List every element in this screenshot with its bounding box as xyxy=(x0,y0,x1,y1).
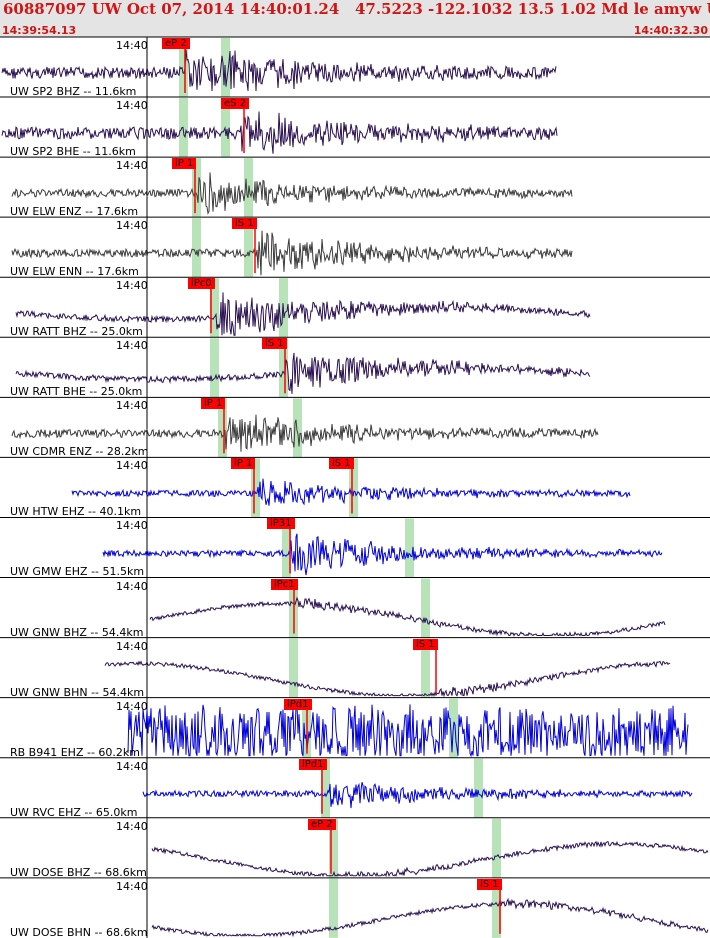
pick-window-band xyxy=(210,338,219,398)
waveform-trace xyxy=(151,897,709,938)
channel-label: UW DOSE BHZ -- 68.6km xyxy=(10,865,147,879)
channel-label: UW DOSE BHN -- 68.6km xyxy=(10,925,148,938)
pick-window-band xyxy=(192,158,201,218)
channel-label: RB B941 EHZ -- 60.2km xyxy=(10,745,140,759)
time-tick-label: 14:40 xyxy=(116,879,148,893)
waveform-trace xyxy=(142,782,693,809)
pick-flag[interactable]: iPd1 xyxy=(284,698,312,710)
time-tick-label: 14:40 xyxy=(116,579,148,593)
pick-window-band xyxy=(474,758,483,818)
pick-window-band xyxy=(349,458,358,518)
pick-flag[interactable]: iPc1 xyxy=(271,578,298,590)
pick-flag[interactable]: iS 1 xyxy=(477,878,502,890)
pick-flag[interactable]: eP 2 xyxy=(162,38,190,49)
time-tick-label: 14:40 xyxy=(116,819,148,833)
waveform-trace xyxy=(104,660,671,698)
pick-flag[interactable]: iP 1 xyxy=(231,458,256,470)
start-time: 14:39:54.13 xyxy=(2,24,77,37)
waveform-trace xyxy=(15,292,591,336)
pick-window-band xyxy=(293,398,302,458)
waveform-trace xyxy=(151,840,709,878)
waveform-trace xyxy=(1,111,558,154)
pick-window-band xyxy=(279,338,288,398)
waveform-trace xyxy=(11,230,573,276)
channel-label: UW RATT BHZ -- 25.0km xyxy=(10,325,143,339)
waveform-trace xyxy=(149,596,666,637)
pick-window-band xyxy=(329,818,338,878)
time-tick-label: 14:40 xyxy=(116,39,148,52)
channel-label: UW GNW BHZ -- 54.4km xyxy=(10,625,144,639)
pick-flag[interactable]: iS 1 xyxy=(262,338,287,350)
time-tick-label: 14:40 xyxy=(116,399,148,413)
pick-window-band xyxy=(289,638,298,698)
time-tick-label: 14:40 xyxy=(116,99,148,113)
pick-flag[interactable]: iS 1 xyxy=(329,458,354,470)
pick-window-band xyxy=(492,878,501,938)
waveform-trace xyxy=(1,49,557,92)
time-tick-label: 14:40 xyxy=(116,219,148,233)
time-tick-label: 14:40 xyxy=(116,519,148,533)
pick-window-band xyxy=(282,518,291,578)
channel-label: UW HTW EHZ -- 40.1km xyxy=(10,505,142,519)
channel-label: UW GMW EHZ -- 51.5km xyxy=(10,565,145,579)
pick-window-band xyxy=(329,878,338,938)
pick-flag[interactable]: iP 1 xyxy=(201,398,226,410)
event-title: 60887097 UW Oct 07, 2014 14:40:01.24 47.… xyxy=(3,0,710,18)
pick-flag[interactable]: iS 1 xyxy=(413,638,438,650)
channel-label: UW RATT BHE -- 25.0km xyxy=(10,385,143,399)
waveform-trace xyxy=(71,478,631,506)
waveform-trace xyxy=(127,703,689,758)
channel-label: UW SP2 BHZ -- 11.6km xyxy=(10,85,137,98)
pick-window-band xyxy=(492,818,501,878)
time-tick-label: 14:40 xyxy=(116,459,148,473)
pick-window-band xyxy=(179,38,188,97)
pick-flag[interactable]: iS 1 xyxy=(232,218,257,230)
channel-label: UW RVC EHZ -- 65.0km xyxy=(10,805,138,819)
pick-window-band xyxy=(421,638,430,698)
pick-flag[interactable]: iPd1 xyxy=(299,758,327,770)
time-tick-label: 14:40 xyxy=(116,279,148,293)
pick-window-band xyxy=(221,98,230,158)
channel-label: UW GNW BHN -- 54.4km xyxy=(10,685,145,699)
channel-label: UW SP2 BHE -- 11.6km xyxy=(10,145,136,159)
channel-label: UW ELW ENN -- 17.6km xyxy=(10,265,139,279)
header-bar: 60887097 UW Oct 07, 2014 14:40:01.24 47.… xyxy=(0,0,710,37)
waveform-trace xyxy=(102,533,663,576)
time-tick-label: 14:40 xyxy=(116,759,148,773)
waveform-trace xyxy=(15,352,591,394)
time-tick-label: 14:40 xyxy=(116,639,148,653)
waveform-trace xyxy=(11,414,599,452)
waveform-trace xyxy=(11,172,573,215)
pick-flag[interactable]: eS 2 xyxy=(221,98,250,110)
pick-flag[interactable]: eP 2 xyxy=(308,818,336,830)
pick-window-band xyxy=(421,578,430,638)
pick-flag[interactable]: iP31 xyxy=(267,518,295,530)
time-tick-label: 14:40 xyxy=(116,339,148,353)
time-tick-label: 14:40 xyxy=(116,699,148,713)
pick-window-band xyxy=(405,518,414,578)
time-tick-label: 14:40 xyxy=(116,159,148,173)
end-time: 14:40:32.30 xyxy=(633,24,708,37)
pick-window-band xyxy=(192,218,201,278)
pick-window-band xyxy=(210,278,219,338)
pick-window-band xyxy=(321,758,330,818)
pick-window-band xyxy=(218,398,227,458)
pick-window-band xyxy=(244,218,253,278)
pick-flag[interactable]: iP 1 xyxy=(172,158,197,170)
pick-window-band xyxy=(251,458,260,518)
channel-label: UW CDMR ENZ -- 28.2km xyxy=(10,445,149,459)
pick-flag[interactable]: iPc0 xyxy=(188,278,215,290)
channel-label: UW ELW ENZ -- 17.6km xyxy=(10,205,139,219)
